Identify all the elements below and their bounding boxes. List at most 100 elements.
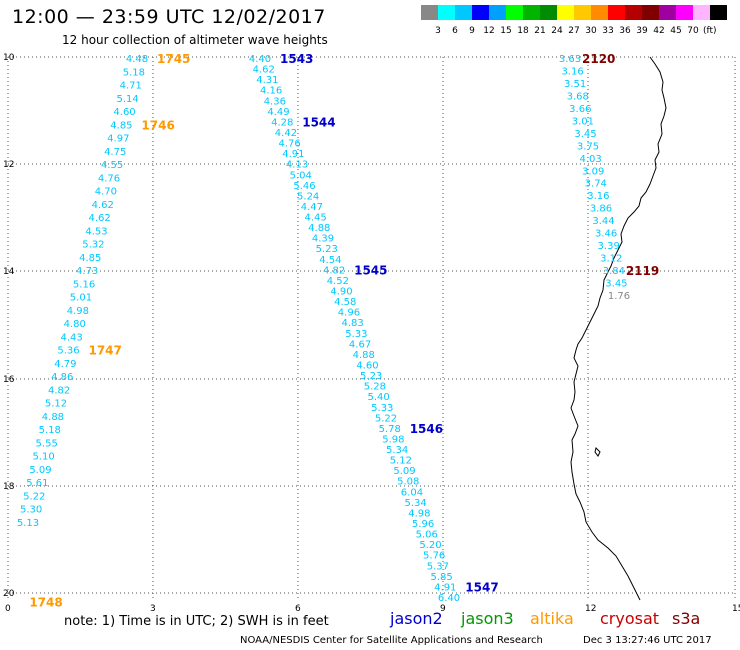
wave-height-value: 5.04 [290,170,312,181]
axis-labels: 10 12 14 16 18 20 0 3 6 9 12 15 [3,53,740,614]
wave-height-value: 4.62 [92,200,114,211]
generated-timestamp: Dec 3 13:27:46 UTC 2017 [583,635,712,646]
lat-lon-grid [7,56,736,600]
wave-height-value: 3.46 [595,229,617,240]
wave-height-value: 5.18 [39,425,61,436]
legend-swatch [523,5,540,20]
wave-height-value: 4.73 [76,266,98,277]
legend-altika: altika [530,609,574,628]
legend-tick-label: 36 [619,26,631,36]
legend-swatch [438,5,455,20]
legend-tick-label: 6 [452,26,458,36]
wave-height-value: 3.16 [561,66,583,77]
wave-height-value: 5.61 [26,478,48,489]
wave-height-value: 5.34 [405,498,427,509]
pass-time-label: 2120 [582,52,615,66]
pass-time-label: 1745 [157,52,190,66]
wave-height-value: 3.66 [569,104,591,115]
wave-height-value: 5.40 [367,392,389,403]
wave-height-value: 4.36 [264,96,286,107]
wave-height-value: 4.88 [42,412,64,423]
wave-height-value: 5.37 [427,561,449,572]
legend-tick-label: 39 [636,26,648,36]
wave-height-value: 5.09 [393,466,415,477]
wave-height-value: 4.47 [301,202,323,213]
x-axis-label: 12 [585,604,596,614]
legend-jason3: jason3 [461,609,514,628]
legend-cryosat: cryosat [600,609,660,628]
wave-height-value: 5.34 [386,445,408,456]
wave-height-value: 5.46 [293,181,315,192]
wave-height-value: 4.28 [271,117,293,128]
pass-time-label: 1747 [88,344,121,358]
wave-height-value: 4.13 [286,160,308,171]
wave-height-value: 5.76 [423,551,445,562]
legend-swatch [472,5,489,20]
wave-height-value: 4.85 [79,253,101,264]
legend-swatch [421,5,438,20]
wave-height-value: 3.45 [605,279,627,290]
y-axis-label: 16 [3,375,15,385]
legend-tick-label: 9 [469,26,475,36]
legend-swatch [540,5,557,20]
wave-height-value: 4.67 [349,339,371,350]
legend-tick-label: 42 [653,26,665,36]
wave-height-value: 5.01 [70,293,92,304]
wave-height-value: 4.52 [327,276,349,287]
wave-height-value: 4.42 [275,128,297,139]
legend-tick-label: 15 [500,26,512,36]
wave-height-value: 5.06 [416,530,438,541]
wave-height-value: 4.76 [98,173,120,184]
note-text: note: 1) Time is in UTC; 2) SWH is in fe… [64,614,329,629]
wave-height-value: 4.98 [67,306,89,317]
wave-height-value: 5.24 [297,191,319,202]
wave-height-value: 5.12 [390,456,412,467]
wave-height-value: 4.71 [120,81,142,92]
wave-height-value: 3.01 [572,116,594,127]
wave-height-value: 5.32 [82,240,104,251]
wave-height-value: 4.80 [64,319,86,330]
wave-height-value: 4.58 [334,297,356,308]
pass-time-label: 1543 [280,52,313,66]
wave-height-value: 5.10 [32,452,54,463]
legend-swatch [557,5,574,20]
y-axis-label: 10 [3,53,15,63]
wave-height-value: 4.43 [60,332,82,343]
legend-swatch [693,5,710,20]
pass-time-label: 1746 [141,118,174,132]
wave-height-value: 5.16 [73,279,95,290]
wave-height-value: 4.79 [54,359,76,370]
island [594,447,601,457]
wave-height-value: 4.39 [312,234,334,245]
legend-swatch [676,5,693,20]
wave-height-value: 4.85 [110,120,132,131]
wave-height-value: 5.78 [379,424,401,435]
wave-height-value: 3.39 [598,241,620,252]
x-axis-label: 9 [440,604,446,614]
wave-height-value: 5.20 [419,540,441,551]
wave-height-value: 3.74 [585,179,607,190]
wave-height-value: 5.30 [20,505,42,516]
legend-swatch [608,5,625,20]
wave-height-value: 3.44 [592,216,614,227]
legend-swatch [625,5,642,20]
wave-height-value: 4.70 [95,187,117,198]
legend-swatch [710,5,727,20]
wave-height-value: 5.33 [371,403,393,414]
x-axis-label: 15 [732,604,740,614]
wave-height-value: 5.98 [382,434,404,445]
x-axis-label: 3 [150,604,156,614]
legend-swatch [659,5,676,20]
wave-height-value: 1.76 [608,291,630,302]
legend-tick-label: 27 [568,26,580,36]
pass-time-label: 1546 [410,422,443,436]
wave-height-value: 5.55 [36,438,58,449]
y-axis-label: 20 [3,589,15,599]
legend-tick-label: 33 [602,26,614,36]
legend-swatch [506,5,523,20]
wave-height-value: 5.96 [412,519,434,530]
wave-height-value: 3.84 [603,266,625,277]
coastline [570,56,667,601]
wave-height-value: 5.33 [345,329,367,340]
